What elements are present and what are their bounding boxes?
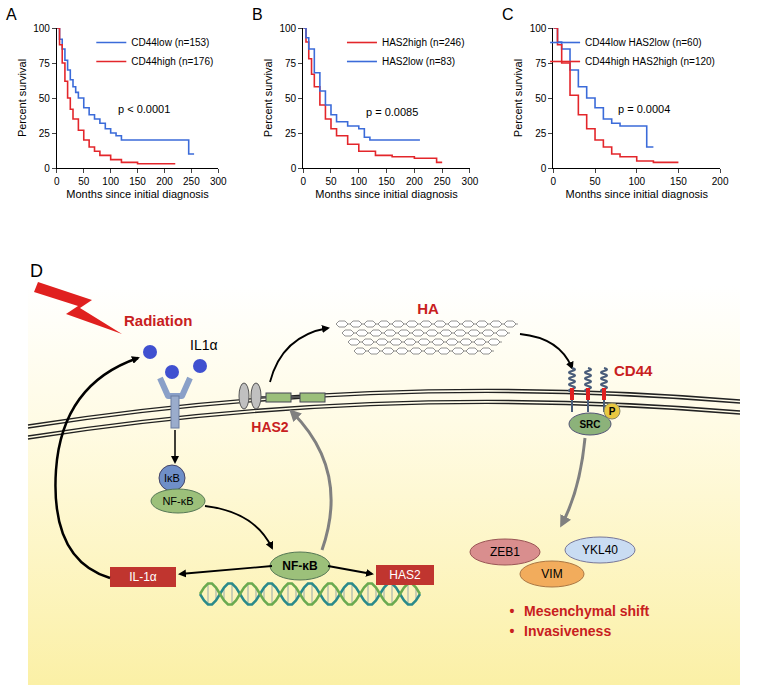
svg-text:250: 250 — [183, 176, 200, 187]
svg-text:HA: HA — [417, 300, 439, 317]
svg-text:•: • — [510, 623, 515, 639]
svg-text:IκB: IκB — [164, 472, 180, 484]
svg-text:0: 0 — [541, 163, 547, 174]
svg-text:Mesenchymal shift: Mesenchymal shift — [524, 603, 650, 619]
svg-text:B: B — [252, 6, 263, 23]
svg-text:HAS2: HAS2 — [251, 419, 289, 435]
svg-text:150: 150 — [378, 176, 395, 187]
svg-text:SRC: SRC — [579, 419, 600, 430]
svg-text:VIM: VIM — [541, 567, 562, 581]
svg-text:100: 100 — [280, 23, 297, 34]
svg-text:300: 300 — [210, 176, 227, 187]
svg-text:D: D — [30, 261, 43, 281]
svg-text:Months since initial diagnosis: Months since initial diagnosis — [315, 188, 458, 200]
svg-text:300: 300 — [462, 176, 479, 187]
svg-text:IL-1α: IL-1α — [129, 570, 157, 584]
svg-text:Months since initial diagnosis: Months since initial diagnosis — [66, 188, 209, 200]
svg-text:150: 150 — [129, 176, 146, 187]
svg-text:50: 50 — [39, 93, 51, 104]
svg-text:50: 50 — [535, 93, 547, 104]
svg-text:100: 100 — [33, 23, 50, 34]
svg-text:Percent survival: Percent survival — [16, 59, 28, 137]
svg-text:A: A — [6, 6, 17, 23]
svg-text:HAS2high (n=246): HAS2high (n=246) — [382, 37, 465, 48]
svg-text:50: 50 — [78, 176, 90, 187]
svg-text:CD44low (n=153): CD44low (n=153) — [131, 37, 209, 48]
svg-text:0: 0 — [44, 163, 50, 174]
svg-text:100: 100 — [530, 23, 547, 34]
svg-text:25: 25 — [535, 128, 547, 139]
svg-text:25: 25 — [39, 128, 51, 139]
svg-text:C: C — [502, 6, 514, 23]
svg-text:CD44high (n=176): CD44high (n=176) — [131, 56, 213, 67]
svg-text:CD44low HAS2low (n=60): CD44low HAS2low (n=60) — [585, 37, 701, 48]
svg-text:75: 75 — [285, 58, 297, 69]
svg-text:p < 0.0001: p < 0.0001 — [118, 103, 170, 115]
svg-text:100: 100 — [350, 176, 367, 187]
svg-text:p = 0.0004: p = 0.0004 — [618, 103, 670, 115]
svg-text:0: 0 — [54, 176, 60, 187]
svg-text:YKL40: YKL40 — [582, 543, 618, 557]
svg-text:100: 100 — [628, 176, 645, 187]
svg-text:Percent survival: Percent survival — [512, 59, 524, 137]
svg-text:CD44high HAS2high (n=120): CD44high HAS2high (n=120) — [585, 56, 715, 67]
svg-text:HAS2: HAS2 — [389, 568, 421, 582]
svg-text:100: 100 — [102, 176, 119, 187]
svg-text:75: 75 — [535, 58, 547, 69]
svg-text:0: 0 — [300, 176, 306, 187]
svg-text:IL1α: IL1α — [190, 337, 218, 353]
svg-text:50: 50 — [285, 93, 297, 104]
svg-text:50: 50 — [589, 176, 601, 187]
svg-text:p = 0.0085: p = 0.0085 — [366, 106, 418, 118]
svg-text:NF-κB: NF-κB — [282, 559, 318, 573]
svg-text:200: 200 — [406, 176, 423, 187]
svg-text:P: P — [609, 406, 616, 417]
svg-text:200: 200 — [712, 176, 729, 187]
svg-text:0: 0 — [551, 176, 557, 187]
svg-text:Invasiveness: Invasiveness — [524, 623, 611, 639]
svg-text:200: 200 — [156, 176, 173, 187]
svg-text:Months since initial diagnosis: Months since initial diagnosis — [565, 188, 708, 200]
svg-text:50: 50 — [325, 176, 337, 187]
svg-text:75: 75 — [39, 58, 51, 69]
svg-text:Percent survival: Percent survival — [262, 59, 274, 137]
svg-text:25: 25 — [285, 128, 297, 139]
svg-text:Radiation: Radiation — [124, 312, 192, 329]
svg-text:0: 0 — [291, 163, 297, 174]
svg-text:250: 250 — [434, 176, 451, 187]
svg-text:NF-κB: NF-κB — [162, 495, 193, 507]
svg-text:•: • — [510, 603, 515, 619]
svg-text:150: 150 — [670, 176, 687, 187]
svg-text:ZEB1: ZEB1 — [490, 545, 520, 559]
svg-text:HAS2low (n=83): HAS2low (n=83) — [382, 56, 455, 67]
svg-text:CD44: CD44 — [614, 362, 653, 379]
